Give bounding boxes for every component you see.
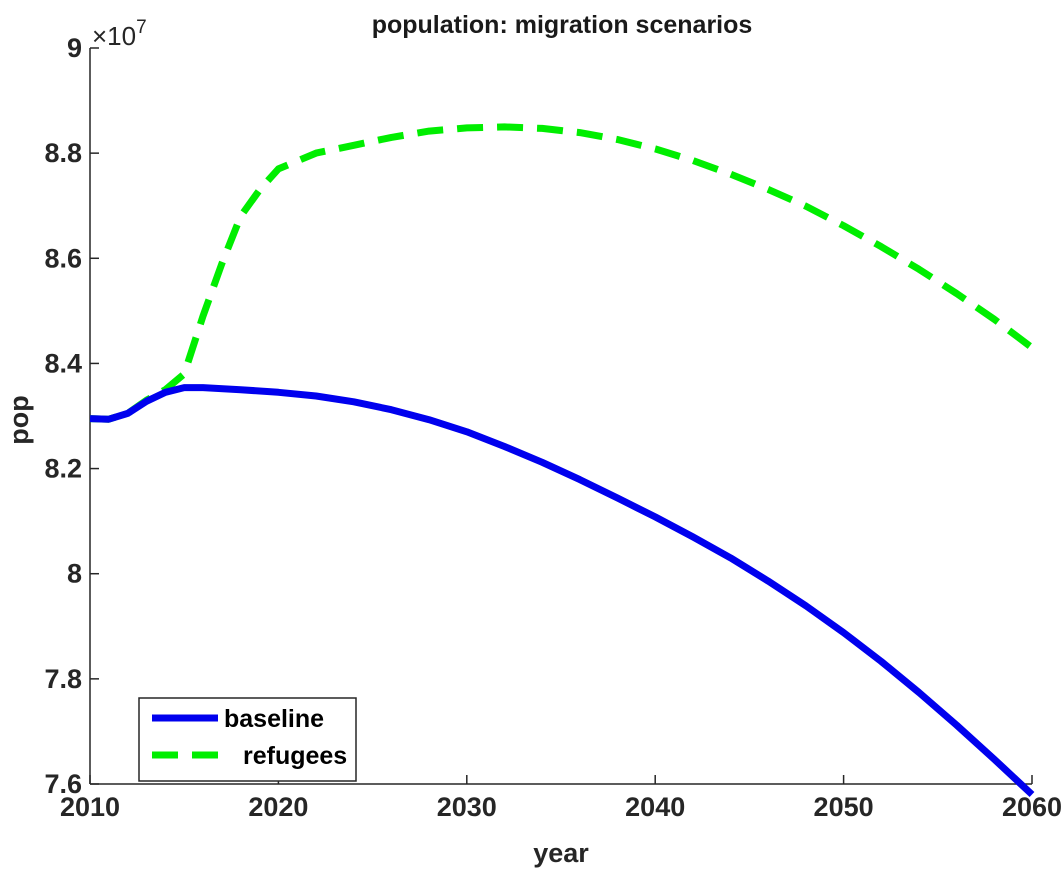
y-tick-label: 8.8: [44, 138, 82, 168]
chart-title: population: migration scenarios: [372, 11, 753, 39]
legend-label-baseline: baseline: [224, 705, 324, 733]
y-tick-label: 8: [67, 559, 82, 589]
y-tick-label: 8.6: [44, 243, 82, 273]
x-axis-label: year: [533, 838, 589, 868]
y-multiplier-exponent: 7: [136, 17, 147, 38]
y-tick-label: 8.2: [44, 454, 82, 484]
x-tick-label: 2020: [248, 792, 308, 822]
legend-box: [138, 697, 357, 782]
x-tick-label: 2010: [60, 792, 120, 822]
y-tick-label: 8.4: [44, 348, 82, 378]
legend-label-refugees: refugees: [243, 742, 347, 770]
y-tick-label: 9: [67, 33, 82, 63]
axes: 2010 2020 2030 2040 2050 2060 7.6 7.8 8 8.2 8.4 8.6…: [44, 33, 1062, 822]
x-tick-label: 2030: [437, 792, 497, 822]
y-tick-label: 7.6: [44, 769, 82, 799]
x-tick-label: 2050: [814, 792, 874, 822]
x-tick-label: 2040: [625, 792, 685, 822]
y-axis-label: pop: [4, 395, 34, 444]
series-group: [89, 123, 1035, 798]
y-multiplier-base: ×10: [92, 21, 136, 51]
y-tick-label: 7.8: [44, 664, 82, 694]
legend: baseline refugees: [138, 697, 357, 782]
series-line-baseline: [89, 384, 1035, 798]
x-tick-label: 2060: [1002, 792, 1062, 822]
series-line-refugees: [89, 123, 1035, 423]
y-multiplier-label: ×107: [92, 17, 147, 51]
